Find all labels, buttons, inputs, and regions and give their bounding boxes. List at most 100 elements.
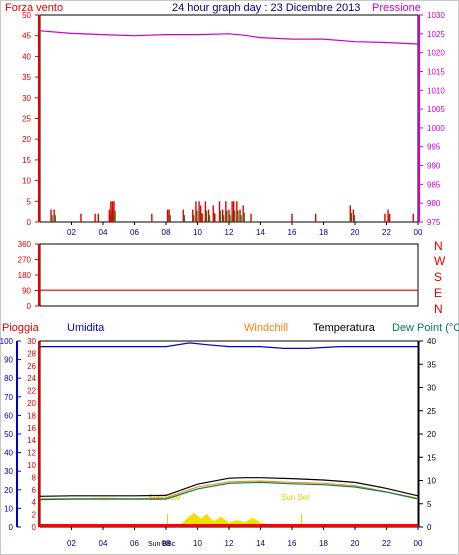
- chart2-tick-label: 180: [18, 271, 32, 280]
- dewpoint-line: [39, 481, 419, 501]
- rain-tick-label: 2: [32, 511, 37, 520]
- rain-tick-label: 8: [32, 473, 37, 482]
- chart1-left-tick-label: 15: [22, 156, 31, 165]
- rain-tick-label: 6: [32, 486, 37, 495]
- chart1-right-tick-label: 1020: [427, 49, 445, 58]
- graph-title: 24 hour graph day : 23 Dicembre 2013: [172, 2, 360, 14]
- temperature-label: Temperatura: [313, 322, 376, 334]
- chart3-x-tick-label: 06: [130, 539, 139, 548]
- solar-area: [164, 513, 296, 527]
- chart1-left-tick-label: 25: [22, 115, 31, 124]
- temp-tick-label: 15: [427, 453, 436, 462]
- rain-tick-label: 10: [27, 461, 36, 470]
- chart3-x-tick-label: 08: [162, 539, 171, 548]
- chart2-tick-label: 0: [27, 302, 32, 311]
- temp-tick-label: 0: [427, 523, 432, 532]
- rain-tick-label: 4: [32, 498, 37, 507]
- chart2-plot-frame: [39, 243, 419, 307]
- dir-label-n-top: N: [434, 239, 443, 253]
- chart1-x-tick-label: 20: [351, 228, 360, 237]
- chart1-right-tick-label: 985: [427, 180, 441, 189]
- humidity-tick-label: 80: [4, 374, 13, 383]
- temperature-line: [39, 477, 419, 497]
- chart1-x-tick-label: 00: [414, 228, 423, 237]
- chart2-tick-label: 270: [18, 256, 32, 265]
- chart1-plot-frame: [39, 14, 419, 223]
- chart1-right-tick-label: 975: [427, 218, 441, 227]
- chart3-x-tick-label: 20: [351, 539, 360, 548]
- chart1-right-tick-label: 1010: [427, 86, 445, 95]
- chart3-x-tick-label: 18: [319, 539, 328, 548]
- humidity-tick-label: 50: [4, 430, 13, 439]
- chart1-right-tick-label: 1015: [427, 67, 445, 76]
- rain-tick-label: 26: [27, 362, 36, 371]
- rain-bar: [40, 524, 418, 527]
- chart3-x-tick-label: 02: [67, 539, 76, 548]
- humidity-tick-label: 20: [4, 486, 13, 495]
- chart1-left-tick-label: 35: [22, 73, 31, 82]
- chart1-x-tick-label: 16: [288, 228, 297, 237]
- chart1-left-tick-label: 10: [22, 177, 31, 186]
- dir-label-w: W: [434, 254, 446, 268]
- sunset-label: Sun Set: [281, 493, 310, 502]
- rain-tick-label: 20: [27, 399, 36, 408]
- dir-label-s: S: [434, 270, 442, 284]
- chart1-left-tick-label: 30: [22, 94, 31, 103]
- temp-tick-label: 20: [427, 430, 436, 439]
- chart2-tick-label: 90: [22, 287, 31, 296]
- chart1-x-tick-label: 18: [319, 228, 328, 237]
- humidity-line: [40, 342, 418, 349]
- dewpoint-label: Dew Point (°C: [392, 322, 459, 334]
- temp-tick-label: 5: [427, 500, 432, 509]
- rain-tick-label: 12: [27, 449, 36, 458]
- humidity-tick-label: 90: [4, 356, 13, 365]
- chart1-left-tick-label: 0: [27, 218, 32, 227]
- chart3-x-tick-label: 12: [225, 539, 234, 548]
- chart3-x-tick-label: 10: [193, 539, 202, 548]
- chart1-right-tick-label: 1030: [427, 11, 445, 20]
- humidity-tick-label: 0: [9, 523, 14, 532]
- rain-label: Pioggia: [2, 322, 40, 334]
- windchill-label: Windchill: [244, 322, 288, 334]
- chart1-right-tick-label: 995: [427, 143, 441, 152]
- humidity-tick-label: 100: [0, 337, 14, 346]
- wind-speed-label: Forza vento: [5, 2, 63, 14]
- dir-label-e: E: [434, 286, 442, 300]
- chart1-x-tick-label: 02: [67, 228, 76, 237]
- humidity-tick-label: 60: [4, 411, 13, 420]
- chart1-left-tick-label: 20: [22, 135, 31, 144]
- rain-tick-label: 30: [27, 337, 36, 346]
- rain-tick-label: 24: [27, 374, 36, 383]
- chart1-right-tick-label: 1000: [427, 124, 445, 133]
- dir-label-n-bottom: N: [434, 302, 443, 316]
- humidity-tick-label: 70: [4, 393, 13, 402]
- chart1-left-tick-label: 50: [22, 11, 31, 20]
- chart1-left-tick-label: 40: [22, 52, 31, 61]
- sunbb-label: Sun BBc: [148, 541, 176, 548]
- chart1-right-tick-label: 980: [427, 199, 441, 208]
- chart1-x-tick-label: 04: [99, 228, 108, 237]
- temp-tick-label: 35: [427, 360, 436, 369]
- humidity-tick-label: 10: [4, 504, 13, 513]
- chart3-x-tick-label: 00: [414, 539, 423, 548]
- rain-tick-label: 14: [27, 436, 36, 445]
- pressure-label: Pressione: [372, 2, 421, 14]
- chart3-x-tick-label: 16: [288, 539, 297, 548]
- chart3-x-tick-label: 22: [382, 539, 391, 548]
- chart3-x-tick-label: 04: [99, 539, 108, 548]
- temp-tick-label: 25: [427, 407, 436, 416]
- chart1-x-tick-label: 08: [162, 228, 171, 237]
- chart1-left-tick-label: 45: [22, 32, 31, 41]
- chart1-x-tick-label: 14: [256, 228, 265, 237]
- chart1-right-tick-label: 1005: [427, 105, 445, 114]
- temp-tick-label: 30: [427, 384, 436, 393]
- chart2-tick-label: 360: [18, 240, 32, 249]
- rain-tick-label: 22: [27, 387, 36, 396]
- chart1-x-tick-label: 22: [382, 228, 391, 237]
- windchill-line: [40, 480, 419, 500]
- rain-tick-label: 28: [27, 349, 36, 358]
- chart1-right-tick-label: 990: [427, 162, 441, 171]
- chart1-x-tick-label: 12: [225, 228, 234, 237]
- rain-tick-label: 0: [32, 523, 37, 532]
- chart3-x-tick-label: 14: [256, 539, 265, 548]
